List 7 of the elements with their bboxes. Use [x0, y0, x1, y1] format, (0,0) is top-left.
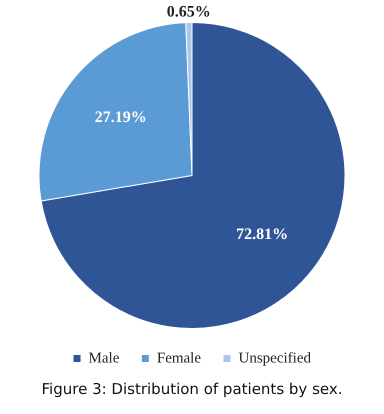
- data-label: 0.65%: [166, 4, 211, 21]
- legend-label: Female: [156, 350, 202, 366]
- data-label: 27.19%: [94, 108, 147, 126]
- data-label: 72.81%: [236, 226, 288, 243]
- legend-label: Male: [88, 350, 120, 366]
- legend-label: Unspecified: [238, 350, 312, 366]
- text: Figure 3: Distribution of patients by sex.: [40, 380, 344, 398]
